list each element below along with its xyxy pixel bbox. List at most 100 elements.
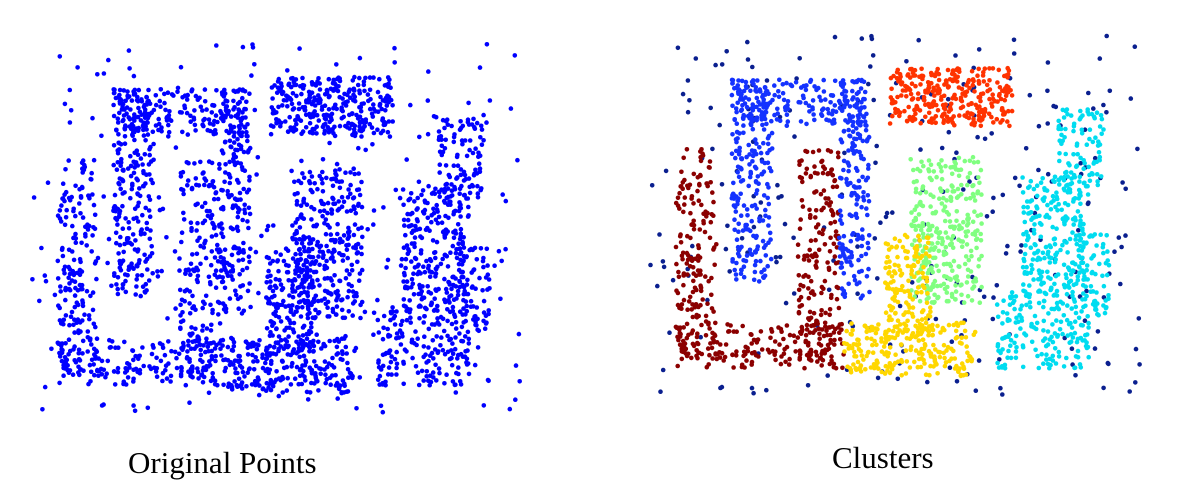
cluster-point xyxy=(193,128,198,133)
noise-point xyxy=(872,236,878,241)
cluster-point xyxy=(139,99,145,104)
noise-point xyxy=(998,385,1003,391)
cluster-point xyxy=(772,112,777,118)
noise-point xyxy=(392,45,397,51)
cluster-point xyxy=(841,288,847,294)
noise-point xyxy=(1101,385,1106,391)
cluster-point xyxy=(195,369,201,375)
cluster-point xyxy=(233,288,238,294)
noise-point xyxy=(256,392,262,398)
noise-point xyxy=(362,309,368,315)
cluster-point xyxy=(842,253,847,259)
cluster-point xyxy=(477,275,482,281)
cluster-point xyxy=(822,320,828,326)
cluster-point xyxy=(341,253,346,258)
cluster-point xyxy=(121,167,126,173)
cluster-point xyxy=(166,339,171,344)
cluster-point xyxy=(299,241,305,246)
cluster-point xyxy=(276,268,281,274)
cluster-point xyxy=(440,256,446,262)
noise-point xyxy=(40,407,45,412)
cluster-point xyxy=(266,255,272,261)
cluster-point xyxy=(1009,93,1015,98)
cluster-point xyxy=(204,326,210,331)
cluster-point xyxy=(90,307,96,313)
cluster-point xyxy=(331,77,337,83)
cluster-point xyxy=(797,357,802,362)
cluster-point xyxy=(220,226,225,231)
cluster-point xyxy=(866,162,871,168)
cluster-point xyxy=(862,96,867,102)
cluster-point xyxy=(456,267,462,273)
cluster-point xyxy=(820,170,826,176)
cluster-point xyxy=(115,365,121,371)
cluster-point xyxy=(920,248,926,254)
cluster-point xyxy=(81,368,86,374)
cluster-point xyxy=(409,340,415,345)
cluster-point xyxy=(64,207,69,213)
cluster-point xyxy=(891,73,896,79)
cluster-point xyxy=(232,162,238,168)
cluster-point xyxy=(192,346,197,352)
cluster-point xyxy=(963,254,969,259)
cluster-point xyxy=(923,320,929,326)
cluster-point xyxy=(445,318,450,324)
cluster-point xyxy=(138,229,144,234)
cluster-point xyxy=(244,384,249,389)
cluster-point xyxy=(436,129,442,134)
noise-point xyxy=(693,56,699,61)
cluster-point xyxy=(112,87,117,92)
cluster-point xyxy=(209,234,215,239)
cluster-point xyxy=(320,169,325,175)
cluster-point xyxy=(308,268,313,273)
cluster-point xyxy=(899,373,904,378)
cluster-point xyxy=(299,91,304,97)
cluster-point xyxy=(147,214,153,219)
cluster-point xyxy=(847,104,853,109)
cluster-point xyxy=(442,381,447,386)
cluster-point xyxy=(77,256,83,262)
cluster-point xyxy=(796,309,802,315)
cluster-point xyxy=(979,284,984,290)
cluster-point xyxy=(695,268,701,273)
cluster-point xyxy=(307,169,313,175)
noise-point xyxy=(690,243,695,249)
cluster-point xyxy=(976,95,981,100)
cluster-point xyxy=(679,356,685,362)
cluster-point xyxy=(222,303,228,309)
cluster-point xyxy=(698,172,703,178)
cluster-point xyxy=(138,118,144,123)
cluster-point xyxy=(817,230,822,235)
cluster-point xyxy=(143,259,148,264)
cluster-point xyxy=(56,341,61,347)
cluster-point xyxy=(116,140,122,146)
cluster-point xyxy=(311,284,316,289)
cluster-point xyxy=(428,291,434,296)
cluster-point xyxy=(299,212,304,217)
cluster-point xyxy=(357,88,362,93)
cluster-point xyxy=(978,91,984,97)
cluster-point xyxy=(413,364,419,369)
cluster-point xyxy=(276,104,281,110)
cluster-point xyxy=(217,321,223,326)
cluster-point xyxy=(861,190,866,195)
cluster-point xyxy=(889,274,895,279)
cluster-point xyxy=(419,296,425,302)
cluster-point xyxy=(917,238,922,243)
cluster-point xyxy=(460,312,466,317)
cluster-point xyxy=(944,81,949,87)
cluster-point xyxy=(200,305,205,311)
cluster-point xyxy=(432,296,438,302)
cluster-point xyxy=(828,340,833,345)
cluster-point xyxy=(963,372,969,377)
noise-point xyxy=(466,213,471,218)
cluster-point xyxy=(749,148,755,153)
cluster-point xyxy=(144,220,150,226)
cluster-point xyxy=(281,98,287,103)
cluster-point xyxy=(224,99,230,104)
cluster-point xyxy=(459,324,465,330)
cluster-point xyxy=(958,167,964,172)
cluster-point xyxy=(129,98,135,103)
cluster-point xyxy=(201,343,206,348)
cluster-point xyxy=(348,170,353,175)
